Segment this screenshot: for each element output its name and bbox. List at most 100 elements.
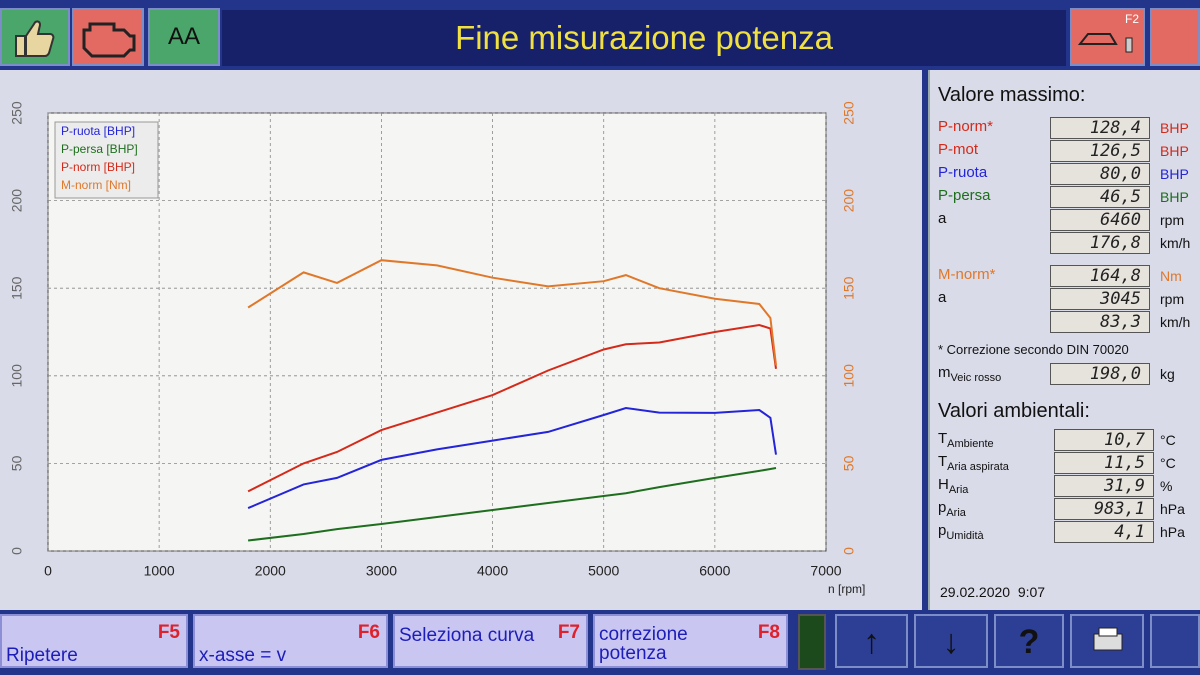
down-button[interactable]: ↓ <box>914 614 988 668</box>
value-display: 4,1 <box>1054 521 1154 543</box>
function-button[interactable]: correzione potenza F8 <box>593 614 788 668</box>
function-button[interactable]: Seleziona curva F7 <box>393 614 588 668</box>
row-label: a <box>938 289 947 306</box>
legend-box <box>54 121 159 199</box>
result-panel: Valore massimo: P-norm* 128,4 BHP P-mot 126,5… <box>928 70 1200 610</box>
unit: Nm <box>1160 268 1182 284</box>
y-tick-label: 100 <box>9 364 25 388</box>
function-label: correzione potenza <box>599 624 688 664</box>
y2-tick-label: 0 <box>841 547 857 555</box>
series-line <box>247 406 777 510</box>
row-label: P-norm* <box>938 118 994 135</box>
y-tick-label: 150 <box>9 276 25 300</box>
value-display: 164,8 <box>1050 265 1150 287</box>
function-label: x-asse = v <box>199 645 287 666</box>
unit: rpm <box>1160 212 1185 228</box>
value-display: 128,4 <box>1050 117 1150 139</box>
row-label-sub: Ambiente <box>947 438 994 450</box>
y2-tick-label: 200 <box>841 189 857 213</box>
row-label: mVeic rosso <box>938 364 1002 384</box>
y-tick-label: 50 <box>9 455 25 471</box>
y-tick-label: 0 <box>9 547 25 555</box>
function-key: F5 <box>157 622 180 643</box>
x-tick-label: 2000 <box>255 563 286 579</box>
y-tick-label: 200 <box>9 189 25 213</box>
x-tick-label: 4000 <box>477 563 508 579</box>
unit: kg <box>1160 366 1175 382</box>
value-display: 10,7 <box>1054 429 1154 451</box>
value-display: 83,3 <box>1050 311 1150 333</box>
function-label: Seleziona curva <box>399 625 535 646</box>
x-tick-label: 6000 <box>699 563 730 579</box>
value-display: 198,0 <box>1050 363 1150 385</box>
f2-button[interactable]: F2 <box>1070 8 1145 66</box>
y2-tick-label: 50 <box>841 455 857 471</box>
row-label-sub: Umidità <box>946 530 984 542</box>
help-button[interactable]: ? <box>994 614 1064 668</box>
series-line <box>247 323 777 493</box>
chart: n [rpm] 0 1000 2000 3000 4000 5000 6000 7000050… <box>9 101 866 596</box>
row-label: M-norm* <box>938 266 996 283</box>
function-key: F8 <box>757 622 780 643</box>
function-button[interactable]: Ripetere F5 <box>0 614 188 668</box>
function-label: Ripetere <box>6 645 78 666</box>
value-display: 983,1 <box>1054 498 1154 520</box>
row-label-sub: Veic rosso <box>950 372 1002 384</box>
legend-entry: P-persa [BHP] <box>61 142 138 156</box>
status-indicator <box>798 614 826 670</box>
engine-button[interactable] <box>72 8 144 66</box>
y2-tick-label: 150 <box>841 276 857 300</box>
timestamp: 29.02.2020 9:07 <box>940 584 1046 600</box>
unit: km/h <box>1160 314 1191 330</box>
row-label: TAmbiente <box>938 430 994 450</box>
print-button[interactable] <box>1070 614 1144 668</box>
section-title: Valori ambientali: <box>938 400 1090 422</box>
up-button[interactable]: ↑ <box>835 614 908 668</box>
section-title: Valore massimo: <box>938 84 1086 106</box>
x-tick-label: 5000 <box>588 563 619 579</box>
car-icon <box>1077 33 1133 53</box>
footer: ↑ ↓ ? Ripetere F5 x-asse = v F6 Seleziona cu… <box>0 610 1200 675</box>
thumbs-button[interactable] <box>0 8 70 66</box>
y2-tick-label: 250 <box>841 101 857 125</box>
extra-button[interactable] <box>1150 614 1200 668</box>
row-label: pUmidità <box>938 522 984 542</box>
value-display: 6460 <box>1050 209 1150 231</box>
unit: % <box>1160 478 1173 494</box>
unit: BHP <box>1160 143 1189 159</box>
function-key: F6 <box>357 622 380 643</box>
value-display: 46,5 <box>1050 186 1150 208</box>
value-display: 176,8 <box>1050 232 1150 254</box>
x-tick-label: 1000 <box>144 563 175 579</box>
function-button[interactable]: x-asse = v F6 <box>193 614 388 668</box>
value-display: 80,0 <box>1050 163 1150 185</box>
row-label: pAria <box>938 499 966 519</box>
row-label: HAria <box>938 476 969 496</box>
aa-button[interactable]: AA <box>148 8 220 66</box>
unit: hPa <box>1160 501 1185 517</box>
unit: km/h <box>1160 235 1191 251</box>
series-line <box>247 259 777 366</box>
exit-button[interactable] <box>1150 8 1200 66</box>
x-tick-label: 7000 <box>810 563 841 579</box>
row-label: P-mot <box>938 141 979 158</box>
row-label-sub: Aria <box>946 507 966 519</box>
unit: rpm <box>1160 291 1185 307</box>
row-label: P-persa <box>938 187 991 204</box>
x-tick-label: 3000 <box>366 563 397 579</box>
legend-entry: P-norm [BHP] <box>61 160 135 174</box>
legend-entry: P-ruota [BHP] <box>61 124 135 138</box>
value-display: 126,5 <box>1050 140 1150 162</box>
series-line <box>247 467 777 542</box>
unit: BHP <box>1160 166 1189 182</box>
value-display: 31,9 <box>1054 475 1154 497</box>
x-tick-label: 0 <box>44 563 52 579</box>
y2-tick-label: 100 <box>841 364 857 388</box>
unit: BHP <box>1160 189 1189 205</box>
y-tick-label: 250 <box>9 101 25 125</box>
thumbs-icon <box>15 20 55 57</box>
f2-label: F2 <box>1124 12 1139 26</box>
plot-area <box>47 112 827 552</box>
unit: hPa <box>1160 524 1185 540</box>
